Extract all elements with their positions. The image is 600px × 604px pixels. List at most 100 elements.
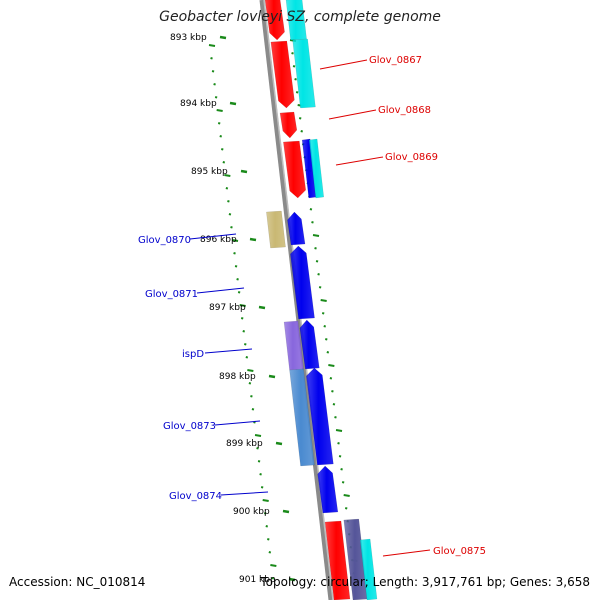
left-tick	[253, 421, 256, 424]
topology-text: Topology: circular; Length: 3,917,761 bp…	[260, 575, 590, 589]
kbp-label: 896 kbp	[200, 235, 237, 245]
left-tick	[211, 70, 215, 73]
gene-label: Glov_0870	[138, 235, 191, 246]
left-tick	[224, 174, 231, 177]
gene-label: Glov_0875	[433, 546, 486, 557]
gene-bar-cyan	[292, 38, 316, 109]
right-tick	[320, 299, 327, 302]
right-tick	[340, 468, 343, 471]
left-tick	[242, 330, 246, 333]
gene-bar-red	[283, 140, 307, 199]
left-tick	[239, 304, 246, 307]
gene-bar-olive	[266, 210, 286, 249]
left-tick	[256, 447, 259, 450]
right-tick	[292, 65, 296, 68]
kbp-tick	[268, 374, 276, 379]
gene-bar-cyan	[285, 0, 307, 41]
left-tick	[254, 434, 262, 437]
gene-label-leader	[204, 348, 253, 354]
left-tick	[262, 499, 269, 502]
gene-label: Glov_0871	[145, 289, 198, 300]
left-tick	[228, 213, 232, 216]
gene-bar-blue	[290, 245, 315, 320]
right-tick	[311, 221, 314, 224]
kbp-label: 893 kbp	[170, 33, 207, 43]
right-tick	[318, 286, 322, 289]
right-tick	[334, 416, 337, 419]
right-tick	[321, 312, 325, 315]
kbp-label: 897 kbp	[209, 303, 246, 313]
gene-label-leader	[319, 59, 368, 70]
accession-text: Accession: NC_010814	[9, 575, 146, 589]
gene-label-leader	[328, 109, 377, 120]
kbp-tick	[288, 577, 296, 582]
left-tick	[222, 161, 226, 164]
right-tick	[341, 481, 345, 484]
left-tick	[230, 226, 233, 229]
left-tick	[214, 96, 218, 99]
gene-label: Glov_0868	[378, 105, 431, 116]
gene-bar-blue	[317, 465, 339, 514]
right-tick	[335, 429, 343, 432]
right-tick	[295, 91, 299, 94]
gene-label: Glov_0874	[169, 491, 222, 502]
left-tick	[268, 551, 272, 554]
right-tick	[329, 377, 333, 380]
left-tick	[243, 343, 247, 346]
left-tick	[225, 187, 229, 190]
right-tick	[324, 338, 328, 341]
right-tick	[332, 403, 336, 406]
gene-bar-cyan	[308, 138, 325, 199]
left-tick	[237, 291, 241, 294]
right-tick	[291, 52, 294, 55]
right-tick	[294, 78, 297, 81]
left-tick	[260, 486, 264, 489]
left-tick	[251, 408, 255, 411]
gene-label-leader	[196, 287, 245, 294]
gene-bar-red	[324, 520, 351, 601]
gene-bar-blue	[287, 211, 306, 246]
gene-label: Glov_0869	[385, 152, 438, 163]
kbp-label: 894 kbp	[180, 99, 217, 109]
right-tick	[328, 364, 335, 367]
kbp-label: 901 kbp	[239, 575, 276, 585]
right-tick	[314, 247, 317, 250]
gene-bar-steel	[289, 368, 315, 467]
gene-bar-red	[279, 111, 298, 139]
kbp-label: 898 kbp	[219, 372, 256, 382]
left-tick	[263, 512, 267, 515]
left-tick	[248, 382, 252, 385]
right-tick	[298, 117, 302, 120]
kbp-tick	[219, 35, 227, 40]
right-tick	[331, 390, 334, 393]
left-tick	[234, 265, 238, 268]
left-tick	[227, 200, 230, 203]
kbp-label: 895 kbp	[191, 167, 228, 177]
kbp-tick	[240, 169, 248, 174]
gene-bar-cyan	[359, 538, 378, 601]
kbp-tick	[282, 509, 290, 514]
kbp-tick	[249, 237, 257, 242]
left-tick	[265, 525, 269, 528]
right-tick	[343, 494, 350, 497]
right-tick	[309, 208, 313, 211]
left-tick	[220, 148, 224, 151]
gene-label-leader	[214, 420, 261, 426]
right-tick	[317, 273, 320, 276]
left-tick	[231, 239, 239, 242]
gene-label-leader	[189, 233, 237, 240]
right-tick	[315, 260, 319, 263]
left-tick	[245, 356, 249, 359]
left-tick	[208, 44, 216, 47]
gene-label-leader	[220, 491, 269, 496]
gene-label: ispD	[182, 349, 204, 360]
right-tick	[337, 442, 340, 445]
gene-label-leader	[382, 549, 431, 557]
left-tick	[213, 83, 216, 86]
left-tick	[216, 109, 223, 112]
left-tick	[240, 317, 244, 320]
left-tick	[210, 57, 213, 60]
gene-label: Glov_0867	[369, 55, 422, 66]
